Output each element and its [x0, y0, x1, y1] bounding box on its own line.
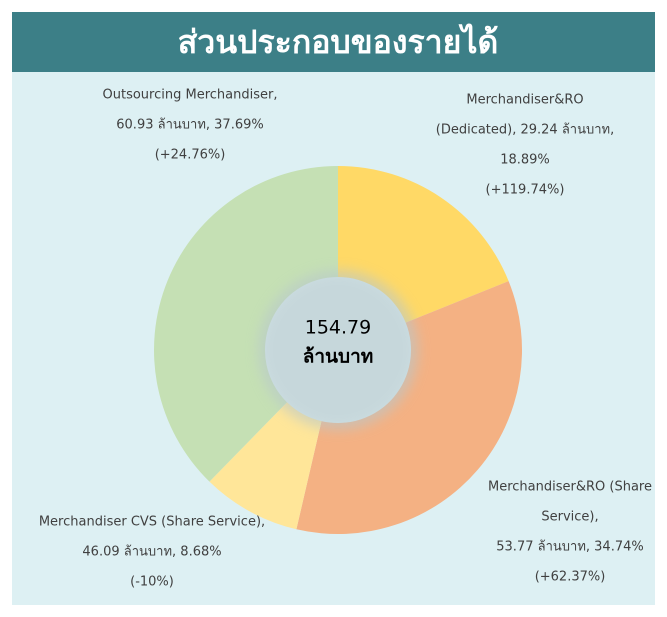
data-label: 18.89% — [500, 153, 550, 168]
data-label: (Dedicated), 29.24 ล้านบาท, — [436, 123, 615, 138]
center-unit: ล้านบาท — [303, 346, 374, 368]
data-label: (-10%) — [130, 575, 174, 590]
center-value: 154.79 — [305, 317, 371, 339]
donut-slice — [154, 166, 338, 482]
data-label: Merchandiser CVS (Share Service), — [39, 515, 265, 530]
data-label: Service), — [541, 510, 598, 525]
donut-slice — [209, 402, 322, 530]
center-shadow — [258, 270, 418, 430]
data-label: 60.93 ล้านบาท, 37.69% — [116, 118, 263, 133]
title-band — [12, 12, 655, 72]
data-label: Outsourcing Merchandiser, — [103, 88, 278, 103]
data-label: Merchandiser&RO — [466, 93, 583, 108]
data-label: (+62.37%) — [535, 570, 606, 585]
data-label: (+24.76%) — [155, 148, 226, 163]
data-label: Merchandiser&RO (Share — [488, 480, 652, 495]
donut-slice — [296, 281, 522, 534]
data-label: 46.09 ล้านบาท, 8.68% — [82, 545, 221, 560]
data-label: (+119.74%) — [486, 183, 565, 198]
data-label: 53.77 ล้านบาท, 34.74% — [496, 540, 643, 555]
chart-title: ส่วนประกอบของรายได้ — [178, 23, 498, 61]
